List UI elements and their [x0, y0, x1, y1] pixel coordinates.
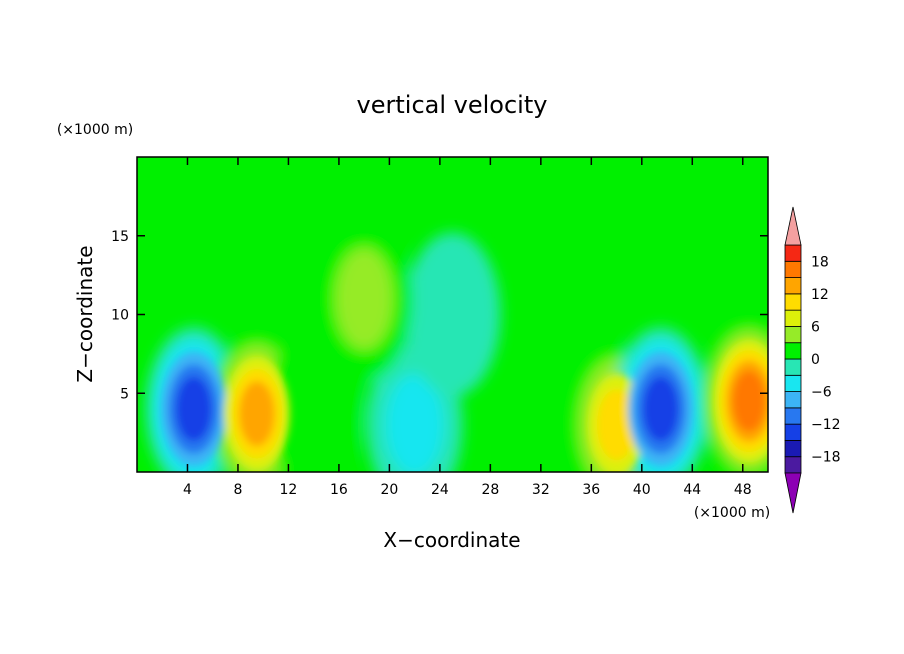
colorbar-band [784, 423, 802, 441]
colorbar-band [784, 342, 802, 360]
colorbar-tick-label: −18 [811, 450, 841, 466]
colorbar-band [784, 326, 802, 344]
contour-field [137, 157, 768, 472]
x-axis-unit: (×1000 m) [694, 505, 770, 521]
chart-title: vertical velocity [357, 91, 548, 119]
colorbar-tick-label: −6 [811, 385, 832, 401]
colorbar-band [784, 260, 802, 278]
x-tick-label: 48 [734, 482, 752, 498]
colorbar-tick-label: 0 [811, 352, 820, 368]
x-tick-label: 36 [582, 482, 600, 498]
colorbar-band [784, 391, 802, 409]
colorbar-band [784, 293, 802, 311]
y-axis-label: Z−coordinate [73, 245, 97, 382]
colorbar-band [784, 358, 802, 376]
x-tick-label: 12 [280, 482, 298, 498]
colorbar-tick-label: 12 [811, 287, 829, 303]
colorbar-band [784, 374, 802, 392]
y-tick-label: 15 [111, 229, 129, 245]
colorbar-band [784, 456, 802, 474]
colorbar-over-arrow [784, 206, 802, 246]
y-tick-label: 10 [111, 308, 129, 324]
colorbar-under-arrow [784, 472, 802, 514]
colorbar-band [784, 277, 802, 295]
contour-band-1-4 [239, 381, 275, 447]
contour-band-7-3 [597, 389, 637, 461]
y-tick-label: 5 [120, 386, 129, 402]
x-tick-label: 32 [532, 482, 550, 498]
x-tick-label: 40 [633, 482, 651, 498]
colorbar-tick-label: −12 [811, 417, 841, 433]
x-axis-ticks: 4 8 12 16 20 24 28 32 36 40 44 48 [183, 157, 752, 498]
contour-band-0-4 [176, 376, 212, 442]
colorbar-band [784, 309, 802, 327]
x-axis-label: X−coordinate [383, 528, 520, 552]
colorbar-band [784, 440, 802, 458]
contour-band-4-0 [404, 232, 501, 397]
x-tick-label: 16 [330, 482, 348, 498]
colorbar-band [784, 407, 802, 425]
contour-band-3-1 [385, 373, 444, 472]
y-axis-unit: (×1000 m) [57, 122, 133, 138]
x-tick-label: 20 [380, 482, 398, 498]
x-tick-label: 4 [183, 482, 192, 498]
x-tick-label: 8 [233, 482, 242, 498]
colorbar-tick-label: 18 [811, 254, 829, 270]
colorbar-tick-label: 6 [811, 319, 820, 335]
colorbar: −18 −12 −6 0 6 12 18 [784, 206, 841, 514]
contour-band-9-5 [732, 370, 766, 432]
y-axis-ticks: 5 10 15 [111, 229, 768, 402]
x-tick-label: 24 [431, 482, 449, 498]
contour-band-5-1 [335, 247, 394, 350]
x-tick-label: 44 [683, 482, 701, 498]
colorbar-band [784, 244, 802, 262]
contour-band-8-4 [643, 376, 679, 442]
x-tick-label: 28 [481, 482, 499, 498]
